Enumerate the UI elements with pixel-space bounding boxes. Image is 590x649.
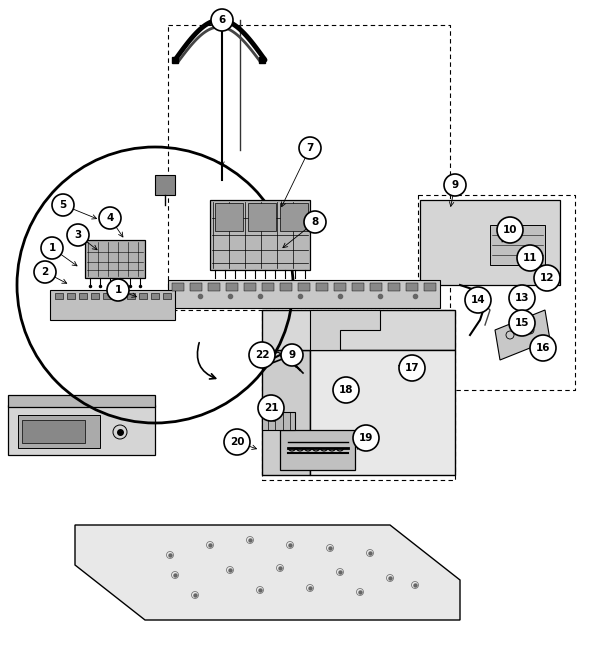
Circle shape xyxy=(224,429,250,455)
FancyBboxPatch shape xyxy=(334,283,346,291)
FancyBboxPatch shape xyxy=(172,283,184,291)
Circle shape xyxy=(399,355,425,381)
Circle shape xyxy=(249,342,275,368)
Text: 9: 9 xyxy=(289,350,296,360)
Text: 21: 21 xyxy=(264,403,278,413)
FancyBboxPatch shape xyxy=(490,225,545,265)
Text: 20: 20 xyxy=(230,437,244,447)
Circle shape xyxy=(107,279,129,301)
FancyBboxPatch shape xyxy=(244,283,256,291)
FancyBboxPatch shape xyxy=(91,293,99,299)
Circle shape xyxy=(497,217,523,243)
Circle shape xyxy=(299,137,321,159)
Circle shape xyxy=(333,377,359,403)
Circle shape xyxy=(517,245,543,271)
Circle shape xyxy=(509,310,535,336)
FancyBboxPatch shape xyxy=(115,293,123,299)
FancyBboxPatch shape xyxy=(262,283,274,291)
Text: 16: 16 xyxy=(536,343,550,353)
Text: 1: 1 xyxy=(48,243,55,253)
Circle shape xyxy=(465,287,491,313)
Circle shape xyxy=(534,265,560,291)
Circle shape xyxy=(530,335,556,361)
Text: 2: 2 xyxy=(41,267,48,277)
FancyBboxPatch shape xyxy=(139,293,147,299)
Polygon shape xyxy=(262,310,455,350)
Text: 14: 14 xyxy=(471,295,486,305)
Polygon shape xyxy=(262,412,295,430)
Text: 11: 11 xyxy=(523,253,537,263)
Text: 3: 3 xyxy=(74,230,81,240)
Polygon shape xyxy=(495,310,550,360)
Text: 6: 6 xyxy=(218,15,225,25)
FancyBboxPatch shape xyxy=(280,203,308,231)
FancyBboxPatch shape xyxy=(388,283,400,291)
Text: 18: 18 xyxy=(339,385,353,395)
Polygon shape xyxy=(168,280,440,308)
FancyBboxPatch shape xyxy=(226,283,238,291)
FancyBboxPatch shape xyxy=(163,293,171,299)
Text: 5: 5 xyxy=(60,200,67,210)
FancyBboxPatch shape xyxy=(316,283,328,291)
Circle shape xyxy=(258,395,284,421)
FancyBboxPatch shape xyxy=(370,283,382,291)
FancyBboxPatch shape xyxy=(79,293,87,299)
Text: 15: 15 xyxy=(514,318,529,328)
Circle shape xyxy=(304,211,326,233)
Circle shape xyxy=(52,194,74,216)
Polygon shape xyxy=(155,175,175,195)
FancyBboxPatch shape xyxy=(298,283,310,291)
Circle shape xyxy=(34,261,56,283)
Circle shape xyxy=(99,207,121,229)
Text: 8: 8 xyxy=(312,217,319,227)
FancyBboxPatch shape xyxy=(280,283,292,291)
Circle shape xyxy=(353,425,379,451)
Polygon shape xyxy=(75,525,460,620)
FancyBboxPatch shape xyxy=(103,293,111,299)
FancyBboxPatch shape xyxy=(352,283,364,291)
FancyBboxPatch shape xyxy=(151,293,159,299)
Circle shape xyxy=(509,285,535,311)
Text: 10: 10 xyxy=(503,225,517,235)
Circle shape xyxy=(41,237,63,259)
Circle shape xyxy=(211,9,233,31)
Text: 4: 4 xyxy=(106,213,114,223)
FancyBboxPatch shape xyxy=(215,203,243,231)
FancyBboxPatch shape xyxy=(424,283,436,291)
FancyBboxPatch shape xyxy=(55,293,63,299)
Text: 22: 22 xyxy=(255,350,269,360)
FancyBboxPatch shape xyxy=(248,203,276,231)
FancyBboxPatch shape xyxy=(190,283,202,291)
Text: 7: 7 xyxy=(306,143,314,153)
Polygon shape xyxy=(22,420,85,443)
Polygon shape xyxy=(8,405,155,455)
Polygon shape xyxy=(310,310,380,350)
Circle shape xyxy=(67,224,89,246)
Text: 13: 13 xyxy=(514,293,529,303)
Polygon shape xyxy=(210,200,310,270)
Circle shape xyxy=(281,344,303,366)
Polygon shape xyxy=(280,430,355,470)
FancyBboxPatch shape xyxy=(406,283,418,291)
FancyBboxPatch shape xyxy=(127,293,135,299)
FancyBboxPatch shape xyxy=(67,293,75,299)
Text: 9: 9 xyxy=(451,180,458,190)
Polygon shape xyxy=(420,200,560,285)
Text: 1: 1 xyxy=(114,285,122,295)
Circle shape xyxy=(444,174,466,196)
FancyBboxPatch shape xyxy=(208,283,220,291)
Text: 12: 12 xyxy=(540,273,554,283)
Polygon shape xyxy=(85,240,145,278)
Polygon shape xyxy=(262,350,310,475)
Polygon shape xyxy=(310,350,455,475)
Polygon shape xyxy=(50,290,175,320)
Polygon shape xyxy=(8,395,155,407)
Text: 17: 17 xyxy=(405,363,419,373)
Polygon shape xyxy=(18,415,100,448)
Text: 19: 19 xyxy=(359,433,373,443)
